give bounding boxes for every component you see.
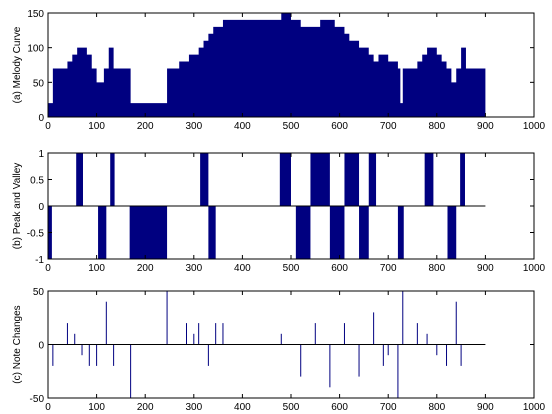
- y-tick-label: 0: [38, 113, 44, 124]
- x-tick-label: 900: [477, 402, 494, 413]
- peak-valley-bar: [200, 153, 209, 206]
- x-tick-label: 0: [45, 121, 51, 132]
- peak-valley-bar: [310, 153, 330, 206]
- x-tick-label: 1000: [523, 121, 546, 132]
- y-tick-label: 50: [33, 287, 45, 298]
- x-tick-label: 100: [88, 263, 105, 274]
- peak-valley-bar: [110, 153, 115, 206]
- y-tick-label: -1: [35, 255, 44, 266]
- data-marks: [48, 13, 486, 117]
- peak-valley-bar: [208, 206, 216, 259]
- y-axis-label: (b) Peak and Valley: [12, 163, 23, 250]
- peak-valley-bar: [76, 153, 83, 206]
- x-tick-label: 600: [331, 402, 348, 413]
- melody-area: [48, 13, 486, 117]
- x-tick-label: 1000: [523, 402, 546, 413]
- x-tick-label: 1000: [523, 263, 546, 274]
- peak-valley-bar: [368, 153, 377, 206]
- x-tick-label: 800: [428, 263, 445, 274]
- x-tick-label: 900: [477, 263, 494, 274]
- peak-valley-bar: [344, 153, 360, 206]
- y-axis-label: (a) Melody Curve: [12, 26, 23, 103]
- x-tick-label: 200: [137, 263, 154, 274]
- x-tick-label: 300: [185, 402, 202, 413]
- x-tick-label: 400: [234, 263, 251, 274]
- peak-valley-bar: [424, 153, 434, 206]
- peak-valley-bar: [279, 153, 291, 206]
- x-tick-label: 500: [283, 402, 300, 413]
- x-tick-label: 100: [88, 402, 105, 413]
- x-tick-label: 0: [45, 263, 51, 274]
- y-tick-label: -50: [30, 394, 45, 405]
- y-tick-label: 150: [27, 9, 44, 20]
- peak-valley-bar: [98, 206, 107, 259]
- x-tick-label: 800: [428, 121, 445, 132]
- y-tick-label: 50: [33, 78, 45, 89]
- x-tick-label: 800: [428, 402, 445, 413]
- peak-valley-bar: [129, 206, 168, 259]
- note-changes-chart: (c) Note Changes 0 100 200 300 400 500 600 700 8…: [12, 287, 546, 413]
- x-tick-label: 700: [380, 263, 397, 274]
- x-tick-label: 0: [45, 402, 51, 413]
- peak-valley-chart: (b) Peak and Valley 0 100 200 300 400 500 600 7…: [12, 149, 546, 274]
- y-tick-label: 0.5: [30, 176, 44, 187]
- x-tick-label: 600: [331, 263, 348, 274]
- y-axis-label: (c) Note Changes: [12, 305, 23, 383]
- x-tick-label: 400: [234, 402, 251, 413]
- peak-valley-bar: [295, 206, 311, 259]
- y-tick-label: 1: [38, 149, 44, 160]
- x-tick-label: 200: [137, 121, 154, 132]
- y-tick-label: 100: [27, 44, 44, 55]
- x-tick-label: 700: [380, 402, 397, 413]
- y-tick-label: -0.5: [27, 229, 45, 240]
- x-tick-label: 100: [88, 121, 105, 132]
- melody-curve-chart: (a) Melody Curve 0 100 200 300 400 500 600 700 8…: [12, 9, 546, 132]
- peak-valley-bar: [397, 206, 404, 259]
- x-tick-label: 700: [380, 121, 397, 132]
- x-tick-label: 500: [283, 121, 300, 132]
- x-tick-label: 300: [185, 263, 202, 274]
- x-tick-label: 300: [185, 121, 202, 132]
- x-tick-label: 500: [283, 263, 300, 274]
- x-tick-label: 900: [477, 121, 494, 132]
- peak-valley-bar: [329, 206, 345, 259]
- peak-valley-bar: [359, 206, 369, 259]
- peak-valley-bar: [460, 153, 465, 206]
- x-tick-label: 600: [331, 121, 348, 132]
- x-tick-label: 400: [234, 121, 251, 132]
- x-tick-label: 200: [137, 402, 154, 413]
- y-tick-label: 0: [38, 341, 44, 352]
- peak-valley-bar: [447, 206, 457, 259]
- y-tick-label: 0: [38, 202, 44, 213]
- data-marks: [48, 291, 486, 398]
